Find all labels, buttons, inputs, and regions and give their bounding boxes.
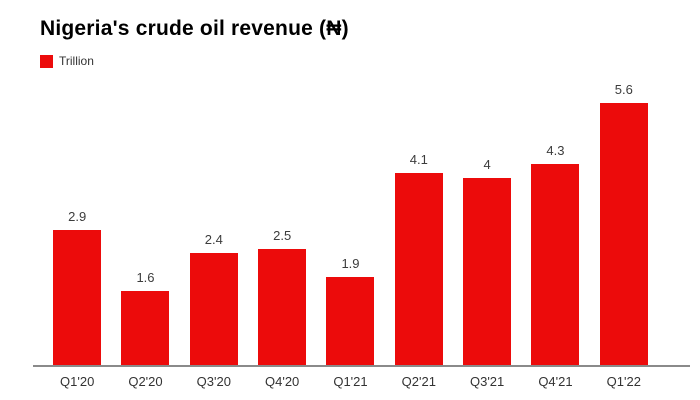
bar xyxy=(463,178,512,366)
bar-column: 2.4 xyxy=(180,0,248,366)
bar-value-label: 4.1 xyxy=(409,152,428,168)
x-axis-label: Q3'20 xyxy=(196,374,231,389)
bar-column: 1.6 xyxy=(111,0,179,366)
legend-swatch xyxy=(40,54,53,68)
x-axis-label: Q4'20 xyxy=(265,374,300,389)
bar xyxy=(326,276,375,366)
bar xyxy=(599,102,648,366)
legend-label: Trillion xyxy=(59,54,94,68)
bar-column: 4.1 xyxy=(385,0,453,366)
x-axis-label: Q3'21 xyxy=(469,374,505,389)
x-axis-label: Q1'21 xyxy=(333,374,368,389)
bar-value-label: 2.5 xyxy=(273,227,292,243)
chart-title: Nigeria's crude oil revenue (₦) xyxy=(40,17,349,40)
bar xyxy=(189,253,238,366)
bar-value-label: 2.4 xyxy=(204,232,223,248)
bar-value-label: 1.6 xyxy=(136,269,155,285)
legend: Trillion xyxy=(40,54,94,68)
x-axis-labels: Q1'20 Q2'20 Q3'20 Q4'20 Q1'21 Q2'21 Q3'21 Q4'21… xyxy=(43,374,658,389)
bar-column: 4.3 xyxy=(521,0,589,366)
x-axis-label: Q4'21 xyxy=(538,374,573,389)
bar-value-label: 4 xyxy=(483,157,491,172)
x-axis-label: Q2'20 xyxy=(128,374,163,389)
bar-column: 2.9 xyxy=(43,0,111,366)
bar-value-label: 5.6 xyxy=(614,81,633,97)
x-axis-label: Q2'21 xyxy=(401,374,436,389)
bar-column: 5.6 xyxy=(590,0,658,366)
bar-value-label: 1.9 xyxy=(341,255,360,271)
bar xyxy=(531,163,580,366)
x-axis-label: Q1'20 xyxy=(60,374,95,389)
bars-row: 2.9 1.6 2.4 2.5 1.9 4.1 4 4.3 5.6 xyxy=(43,0,658,366)
bar-value-label: 2.9 xyxy=(68,208,87,224)
bar-column: 1.9 xyxy=(316,0,384,366)
bar xyxy=(258,248,307,366)
bar xyxy=(394,173,443,366)
bar-column: 4 xyxy=(453,0,521,366)
x-axis-line xyxy=(33,365,690,367)
bar-value-label: 4.3 xyxy=(546,142,565,158)
bar xyxy=(53,229,102,366)
x-axis-label: Q1'22 xyxy=(606,374,641,389)
bar xyxy=(121,290,170,366)
bar-column: 2.5 xyxy=(248,0,316,366)
